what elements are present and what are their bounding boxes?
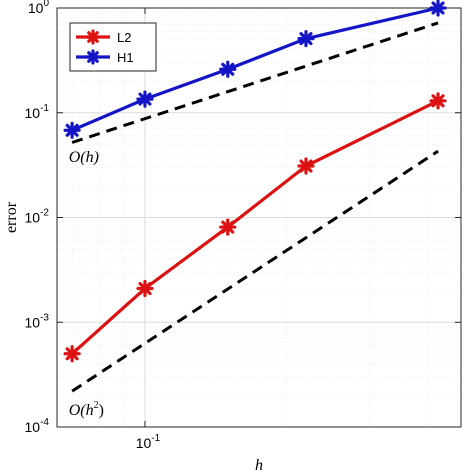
- y-tick-label: 10-1: [25, 103, 50, 121]
- reference-line: [71, 149, 439, 393]
- data-point-marker: [63, 345, 81, 363]
- data-point-marker: [297, 30, 315, 48]
- data-point-marker: [136, 90, 154, 108]
- reference-line: [71, 21, 439, 144]
- data-point-marker: [219, 60, 237, 78]
- y-tick-label: 10-2: [25, 208, 50, 226]
- data-point-marker: [429, 0, 447, 17]
- marker-stroke: [431, 1, 445, 15]
- data-point-marker: [63, 121, 81, 139]
- marker-stroke: [299, 159, 313, 173]
- legend-label-h1: H1: [117, 50, 134, 65]
- y-tick-label: 10-4: [25, 417, 50, 435]
- marker-stroke: [87, 31, 99, 43]
- data-point-marker: [136, 279, 154, 298]
- axis-ticks: 10-4 10-3 10-2 10-1 100 10-1: [25, 0, 461, 451]
- annotation-label: O(h2): [69, 400, 104, 419]
- marker-stroke: [87, 51, 99, 63]
- annotation-label: O(h): [69, 149, 99, 166]
- annotations: O(h) O(h2): [69, 149, 104, 419]
- marker-stroke: [431, 94, 445, 108]
- legend-label-l2: L2: [117, 30, 131, 45]
- data-point-marker: [85, 49, 101, 65]
- x-axis-label: h: [255, 457, 263, 474]
- data-point-marker: [429, 92, 447, 110]
- marker-stroke: [299, 32, 313, 46]
- marker-stroke: [221, 62, 235, 76]
- y-tick-label: 100: [28, 0, 50, 16]
- data-series: [63, 0, 447, 363]
- reference-lines: [71, 21, 439, 393]
- marker-stroke: [221, 220, 235, 234]
- marker-stroke: [65, 123, 79, 137]
- data-point-marker: [219, 218, 237, 236]
- data-point-marker: [297, 157, 315, 175]
- y-axis-label: error: [3, 201, 20, 233]
- marker-stroke: [138, 281, 152, 296]
- marker-stroke: [138, 92, 152, 106]
- marker-stroke: [65, 347, 79, 361]
- data-point-marker: [85, 29, 101, 45]
- y-tick-label: 10-3: [25, 312, 50, 330]
- x-tick-label: 10-1: [136, 433, 161, 451]
- legend-box: [69, 22, 157, 72]
